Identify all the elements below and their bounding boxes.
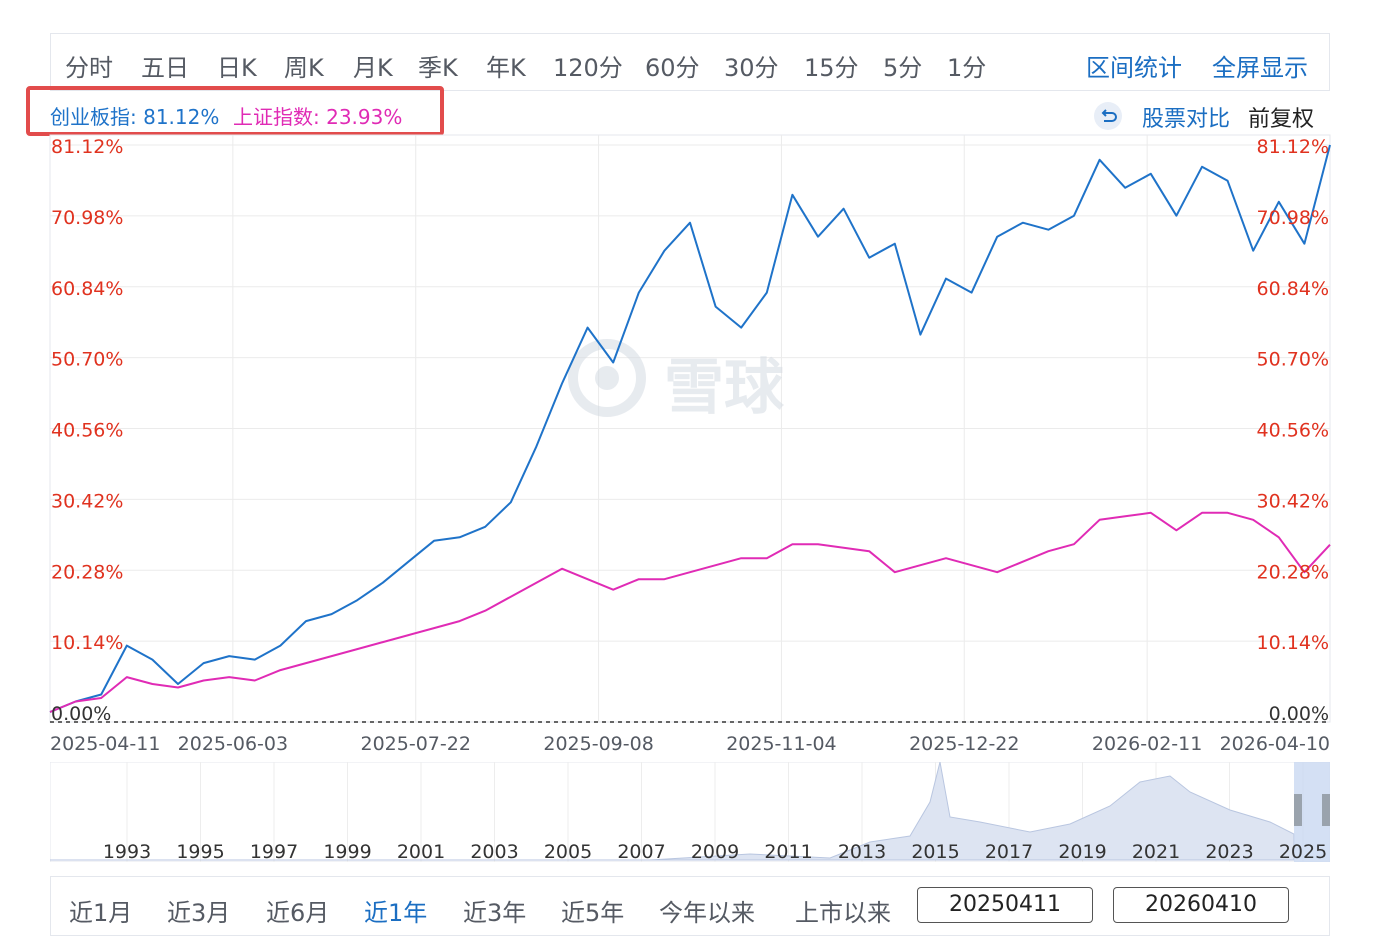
y-tick-label-right: 10.14% <box>1257 632 1329 654</box>
legend-row: 创业板指: 81.12% 上证指数: 23.93% 股票对比 前复权 <box>26 86 1330 136</box>
navigator-year-label: 2023 <box>1205 841 1253 862</box>
navigator-year-label: 2021 <box>1132 841 1180 862</box>
y-tick-label-left: 0.00% <box>51 703 111 725</box>
y-tick-label-left: 30.42% <box>51 490 123 512</box>
range-selector-bar: 近1月 近3月 近6月 近1年 近3年 近5年 今年以来 上市以来 202504… <box>50 876 1330 936</box>
navigator-year-label: 1995 <box>176 841 224 862</box>
tab-intraday[interactable]: 分时 <box>65 54 113 82</box>
range-1-month[interactable]: 近1月 <box>69 899 133 927</box>
y-tick-label-left: 60.84% <box>51 278 123 300</box>
navigator-year-label: 2013 <box>838 841 886 862</box>
price-adjust-select[interactable]: 前复权 <box>1248 107 1315 132</box>
y-axis-left-labels: 0.00% 10.14% 20.28% 30.42% 40.56% 50.70% 60.84… <box>51 136 123 725</box>
tab-15-min[interactable]: 15分 <box>804 54 859 82</box>
period-tab-bar: 分时 五日 日K 周K 月K 季K 年K 120分 60分 30分 15分 5分… <box>50 33 1330 91</box>
x-tick-label: 2025-12-22 <box>909 733 1019 755</box>
x-tick-label: 2025-09-08 <box>543 733 653 755</box>
tab-five-day[interactable]: 五日 <box>141 54 189 82</box>
tab-yearly-k[interactable]: 年K <box>486 54 526 82</box>
tab-60-min[interactable]: 60分 <box>645 54 700 82</box>
watermark-text: 雪球 <box>664 353 785 423</box>
navigator-year-label: 2003 <box>470 841 518 862</box>
range-since-listing[interactable]: 上市以来 <box>795 899 891 927</box>
navigator-year-label: 1993 <box>103 841 151 862</box>
navigator-year-label: 2019 <box>1058 841 1106 862</box>
tab-30-min[interactable]: 30分 <box>724 54 779 82</box>
legend-highlight-box <box>26 86 444 136</box>
main-chart: 雪球 0.00% 10.14% 20.28% 30.42% 40.56% 50.70% 60… <box>49 134 1331 755</box>
navigator-year-labels: 1993 1995 1997 1999 2001 2003 2005 2007 2009 2011… <box>103 841 1327 862</box>
y-tick-label-right: 40.56% <box>1257 420 1329 442</box>
navigator-year-label: 1999 <box>323 841 371 862</box>
y-tick-label-left: 70.98% <box>51 207 123 229</box>
y-tick-label-right: 50.70% <box>1257 349 1329 371</box>
navigator-year-label: 2007 <box>617 841 665 862</box>
x-tick-label: 2026-02-11 <box>1092 733 1202 755</box>
y-tick-label-right: 0.00% <box>1269 703 1329 725</box>
navigator-year-label: 2011 <box>764 841 812 862</box>
navigator-year-label: 2017 <box>985 841 1033 862</box>
fullscreen-button[interactable]: 全屏显示 <box>1212 54 1308 82</box>
legend-series-chinext: 创业板指: 81.12% <box>50 105 220 129</box>
navigator-year-label: 2001 <box>397 841 445 862</box>
x-axis-labels: 2025-04-11 2025-06-03 2025-07-22 2025-09-08… <box>50 733 1330 755</box>
series-line-sse <box>49 511 1331 713</box>
time-navigator[interactable]: 1993 1995 1997 1999 2001 2003 2005 2007 2009 2011… <box>50 762 1330 862</box>
y-tick-label-left: 20.28% <box>51 561 123 583</box>
start-date-input[interactable]: 20250411 <box>917 887 1093 923</box>
y-tick-label-left: 81.12% <box>51 136 123 158</box>
compare-icon[interactable] <box>1093 101 1123 131</box>
tab-1-min[interactable]: 1分 <box>947 54 987 82</box>
y-tick-label-left: 40.56% <box>51 420 123 442</box>
range-stats-button[interactable]: 区间统计 <box>1086 54 1182 82</box>
y-tick-label-right: 30.42% <box>1257 490 1329 512</box>
x-tick-label: 2025-04-11 <box>50 733 160 755</box>
horizontal-gridlines <box>50 144 1330 642</box>
range-1-year[interactable]: 近1年 <box>364 899 428 927</box>
navigator-year-label: 2015 <box>911 841 959 862</box>
x-tick-label: 2025-11-04 <box>726 733 836 755</box>
range-ytd[interactable]: 今年以来 <box>659 899 755 927</box>
navigator-year-label: 2009 <box>691 841 739 862</box>
y-tick-label-right: 60.84% <box>1257 278 1329 300</box>
tab-weekly-k[interactable]: 周K <box>284 54 324 82</box>
x-tick-label: 2026-04-10 <box>1220 733 1330 755</box>
range-5-years[interactable]: 近5年 <box>561 899 625 927</box>
y-tick-label-right: 70.98% <box>1257 207 1329 229</box>
navigator-right-handle[interactable] <box>1322 794 1330 826</box>
navigator-history-area <box>50 762 1295 861</box>
stock-compare-button[interactable]: 股票对比 <box>1142 107 1231 132</box>
tab-monthly-k[interactable]: 月K <box>353 54 393 82</box>
y-tick-label-left: 50.70% <box>51 349 123 371</box>
tab-quarterly-k[interactable]: 季K <box>418 54 458 82</box>
range-6-months[interactable]: 近6月 <box>266 899 330 927</box>
navigator-year-label: 2025 <box>1279 841 1327 862</box>
tab-daily-k[interactable]: 日K <box>217 54 257 82</box>
range-3-years[interactable]: 近3年 <box>463 899 527 927</box>
legend-series-sse: 上证指数: 23.93% <box>233 105 403 129</box>
navigator-year-label: 1997 <box>250 841 298 862</box>
y-tick-label-right: 20.28% <box>1257 561 1329 583</box>
tab-5-min[interactable]: 5分 <box>883 54 923 82</box>
y-axis-right-labels: 0.00% 10.14% 20.28% 30.42% 40.56% 50.70% 60.84… <box>1257 136 1329 725</box>
y-tick-label-right: 81.12% <box>1257 136 1329 158</box>
series-layer <box>49 144 1331 713</box>
end-date-input[interactable]: 20260410 <box>1113 887 1289 923</box>
series-line-chinext <box>49 144 1331 713</box>
navigator-year-label: 2005 <box>544 841 592 862</box>
navigator-left-handle[interactable] <box>1294 794 1302 826</box>
y-tick-label-left: 10.14% <box>51 632 123 654</box>
x-tick-label: 2025-06-03 <box>178 733 288 755</box>
watermark: 雪球 <box>568 339 785 423</box>
x-tick-label: 2025-07-22 <box>361 733 471 755</box>
range-3-months[interactable]: 近3月 <box>167 899 231 927</box>
tab-120-min[interactable]: 120分 <box>553 54 623 82</box>
